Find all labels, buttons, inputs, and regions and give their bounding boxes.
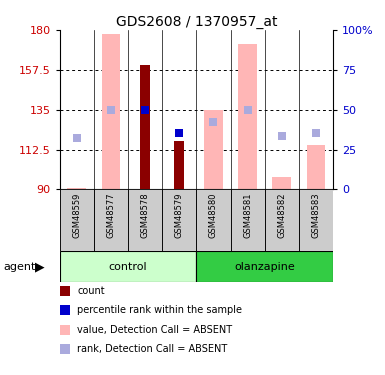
Bar bbox=[140, 64, 150, 189]
Bar bbox=[306, 145, 325, 189]
Bar bbox=[238, 44, 257, 189]
Title: GDS2608 / 1370957_at: GDS2608 / 1370957_at bbox=[116, 15, 277, 29]
Text: GSM48582: GSM48582 bbox=[277, 192, 286, 238]
Text: GSM48577: GSM48577 bbox=[106, 192, 115, 238]
Text: control: control bbox=[109, 262, 147, 272]
Point bbox=[210, 119, 216, 125]
Point bbox=[313, 130, 319, 136]
Bar bbox=[299, 189, 333, 251]
Text: ▶: ▶ bbox=[35, 260, 45, 273]
Text: GSM48581: GSM48581 bbox=[243, 192, 252, 238]
Bar bbox=[196, 189, 231, 251]
Text: olanzapine: olanzapine bbox=[234, 262, 295, 272]
Point bbox=[108, 106, 114, 112]
Bar bbox=[102, 33, 121, 189]
Point bbox=[244, 106, 251, 112]
Text: agent: agent bbox=[4, 262, 36, 272]
Bar bbox=[60, 251, 196, 282]
Text: percentile rank within the sample: percentile rank within the sample bbox=[77, 305, 242, 315]
Text: count: count bbox=[77, 286, 105, 296]
Text: value, Detection Call = ABSENT: value, Detection Call = ABSENT bbox=[77, 325, 232, 334]
Text: GSM48559: GSM48559 bbox=[72, 192, 81, 238]
Point bbox=[74, 135, 80, 141]
Bar bbox=[128, 189, 162, 251]
Bar bbox=[204, 110, 223, 189]
Point bbox=[176, 130, 182, 136]
Bar bbox=[162, 189, 196, 251]
Point bbox=[279, 133, 285, 139]
Text: GSM48580: GSM48580 bbox=[209, 192, 218, 238]
Bar bbox=[231, 189, 264, 251]
Text: GSM48578: GSM48578 bbox=[141, 192, 150, 238]
Bar bbox=[60, 189, 94, 251]
Text: rank, Detection Call = ABSENT: rank, Detection Call = ABSENT bbox=[77, 344, 227, 354]
Bar bbox=[272, 177, 291, 189]
Point bbox=[142, 106, 148, 112]
Bar bbox=[94, 189, 128, 251]
Bar bbox=[196, 251, 333, 282]
Bar bbox=[174, 141, 184, 189]
Text: GSM48583: GSM48583 bbox=[311, 192, 320, 238]
Text: GSM48579: GSM48579 bbox=[175, 192, 184, 238]
Bar bbox=[264, 189, 299, 251]
